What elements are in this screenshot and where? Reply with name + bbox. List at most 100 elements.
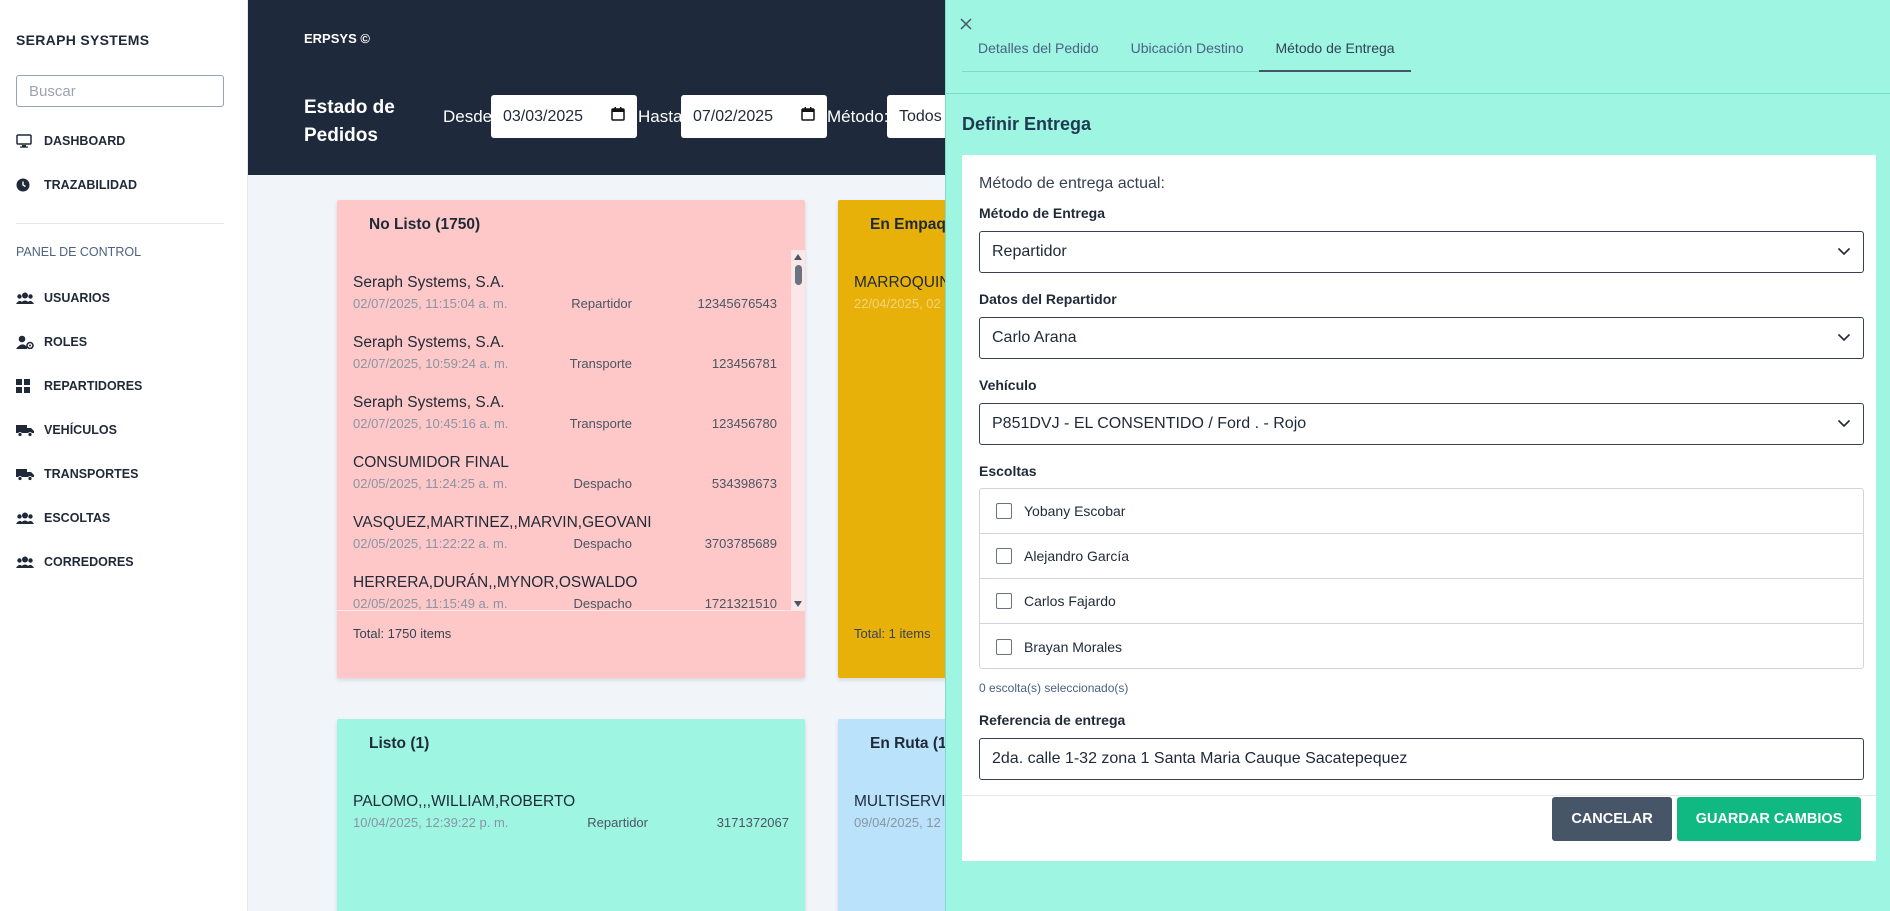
save-button[interactable]: GUARDAR CAMBIOS: [1677, 797, 1861, 841]
tab-detalles[interactable]: Detalles del Pedido: [962, 38, 1115, 72]
truck-icon: [16, 468, 36, 481]
escort-checkbox[interactable]: [996, 548, 1012, 564]
sidebar-item-escoltas[interactable]: ESCOLTAS: [16, 508, 110, 528]
order-customer: Seraph Systems, S.A.: [353, 334, 505, 351]
sidebar-item-trazabilidad[interactable]: TRAZABILIDAD: [16, 175, 137, 195]
column-title: Listo (1): [369, 735, 430, 752]
escorts-field-label: Escoltas: [979, 463, 1037, 479]
order-card[interactable]: CONSUMIDOR FINAL 02/05/2025, 11:24:25 a.…: [337, 430, 805, 491]
order-list-scrollbar[interactable]: [791, 250, 805, 611]
escort-checkbox[interactable]: [996, 638, 1012, 655]
sidebar-item-corredores[interactable]: CORREDORES: [16, 552, 134, 572]
sidebar-item-vehiculos[interactable]: VEHÍCULOS: [16, 420, 117, 440]
reference-input[interactable]: [979, 738, 1864, 780]
sidebar-item-dashboard[interactable]: DASHBOARD: [16, 131, 125, 151]
order-customer: MULTISERVICIOS: [854, 793, 958, 810]
chevron-down-icon: [1837, 243, 1851, 261]
sidebar-item-roles[interactable]: ROLES: [16, 332, 87, 352]
column-en-route: En Ruta (1) MULTISERVICIOS 09/04/2025, 1…: [838, 719, 958, 911]
monitor-icon: [16, 134, 36, 148]
sidebar-item-usuarios[interactable]: USUARIOS: [16, 288, 110, 308]
escort-name: Brayan Morales: [1024, 638, 1123, 655]
order-code: 123456780: [711, 416, 777, 431]
from-date-input[interactable]: 03/03/2025: [491, 95, 637, 138]
tab-ubicacion[interactable]: Ubicación Destino: [1114, 38, 1260, 72]
vehicle-field-label: Vehículo: [979, 377, 1037, 393]
sidebar-item-label: TRANSPORTES: [44, 467, 139, 481]
close-icon[interactable]: [959, 17, 973, 36]
escort-name: Alejandro García: [1024, 548, 1130, 564]
order-date: 02/05/2025, 11:15:49 a. m.: [353, 596, 508, 611]
user-cog-icon: [16, 335, 36, 349]
order-code: 1721321510: [704, 596, 777, 611]
calendar-icon[interactable]: [801, 107, 815, 126]
search-input[interactable]: [16, 75, 224, 107]
users-icon: [16, 512, 36, 524]
order-customer: HERRERA,DURÁN,,MYNOR,OSWALDO: [353, 574, 638, 591]
scroll-down-icon[interactable]: [794, 601, 802, 607]
order-card[interactable]: Seraph Systems, S.A. 02/07/2025, 10:59:2…: [337, 310, 805, 371]
method-field-label: Método de Entrega: [979, 205, 1106, 221]
column-total: Total: 1 items: [854, 626, 931, 641]
driver-select[interactable]: Carlo Arana: [979, 317, 1864, 359]
current-method-label: Método de entrega actual:: [979, 175, 1165, 192]
escort-name: Yobany Escobar: [1024, 503, 1126, 519]
column-total: Total: 1750 items: [353, 626, 452, 641]
order-card[interactable]: Seraph Systems, S.A. 02/07/2025, 10:45:1…: [337, 370, 805, 431]
order-date: 22/04/2025, 02: [854, 296, 941, 311]
from-label: Desde:: [443, 107, 497, 126]
order-customer: VASQUEZ,MARTINEZ,,MARVIN,GEOVANI: [353, 514, 652, 531]
column-ready: Listo (1) PALOMO,,,WILLIAM,ROBERTO 10/04…: [337, 719, 805, 911]
scroll-up-icon[interactable]: [794, 254, 802, 260]
order-date: 02/07/2025, 11:15:04 a. m.: [353, 296, 508, 311]
order-card[interactable]: Seraph Systems, S.A. 02/07/2025, 11:15:0…: [337, 250, 805, 311]
sidebar-item-label: TRAZABILIDAD: [44, 178, 138, 192]
cancel-button[interactable]: CANCELAR: [1552, 797, 1672, 841]
order-card[interactable]: PALOMO,,,WILLIAM,ROBERTO 10/04/2025, 12:…: [337, 769, 805, 830]
method-select[interactable]: Todos: [887, 95, 948, 138]
escort-checkbox[interactable]: [996, 503, 1012, 519]
from-date-value: 03/03/2025: [503, 107, 584, 125]
order-customer: Seraph Systems, S.A.: [353, 274, 505, 291]
escort-option[interactable]: Yobany Escobar: [980, 489, 1863, 534]
order-card[interactable]: VASQUEZ,MARTINEZ,,MARVIN,GEOVANI 02/05/2…: [337, 490, 805, 551]
column-not-ready: No Listo (1750) Seraph Systems, S.A. 02/…: [337, 200, 805, 678]
escort-name: Carlos Fajardo: [1024, 593, 1116, 609]
column-title: En Ruta (1): [870, 735, 952, 752]
order-card[interactable]: MARROQUIN 22/04/2025, 02: [838, 250, 958, 311]
scroll-thumb[interactable]: [795, 265, 802, 285]
column-title: En Empaque (1): [870, 216, 958, 233]
truck-icon: [16, 424, 36, 437]
chevron-down-icon: [1837, 415, 1851, 433]
to-date-input[interactable]: 07/02/2025: [681, 95, 827, 138]
order-card[interactable]: MULTISERVICIOS 09/04/2025, 12: [838, 769, 958, 830]
delivery-form: Método de entrega actual: Método de Entr…: [962, 155, 1876, 861]
order-card[interactable]: HERRERA,DURÁN,,MYNOR,OSWALDO 02/05/2025,…: [337, 550, 805, 610]
chevron-down-icon: [1837, 329, 1851, 347]
tab-metodo-entrega[interactable]: Método de Entrega: [1259, 38, 1411, 72]
vehicle-select[interactable]: P851DVJ - EL CONSENTIDO / Ford . - Rojo: [979, 403, 1864, 445]
calendar-icon[interactable]: [611, 107, 625, 126]
sidebar-item-repartidores[interactable]: REPARTIDORES: [16, 376, 142, 396]
order-method: Transporte: [569, 356, 632, 371]
order-date: 02/05/2025, 11:24:25 a. m.: [353, 476, 508, 491]
order-method: Transporte: [569, 416, 632, 431]
brand-name: SERAPH SYSTEMS: [16, 32, 150, 48]
order-method: Repartidor: [571, 296, 632, 311]
drawer-title: Definir Entrega: [962, 114, 1092, 134]
sidebar-item-label: VEHÍCULOS: [44, 423, 117, 437]
app-name: ERPSYS ©: [304, 31, 370, 46]
escort-option[interactable]: Brayan Morales: [980, 624, 1863, 668]
sidebar-item-transportes[interactable]: TRANSPORTES: [16, 464, 138, 484]
escorts-selected-count: 0 escolta(s) seleccionado(s): [979, 681, 1129, 695]
escort-option[interactable]: Alejandro García: [980, 534, 1863, 579]
form-footer-divider: [962, 795, 1876, 796]
select-value: Carlo Arana: [992, 329, 1077, 346]
order-method: Despacho: [573, 536, 632, 551]
escort-checkbox[interactable]: [996, 593, 1012, 609]
delivery-method-select[interactable]: Repartidor: [979, 231, 1864, 273]
escort-option[interactable]: Carlos Fajardo: [980, 579, 1863, 624]
column-title: No Listo (1750): [369, 216, 481, 233]
tabs-divider: [946, 93, 1890, 94]
page-header: ERPSYS © Estado de Pedidos Desde: 03/03/…: [248, 0, 948, 175]
